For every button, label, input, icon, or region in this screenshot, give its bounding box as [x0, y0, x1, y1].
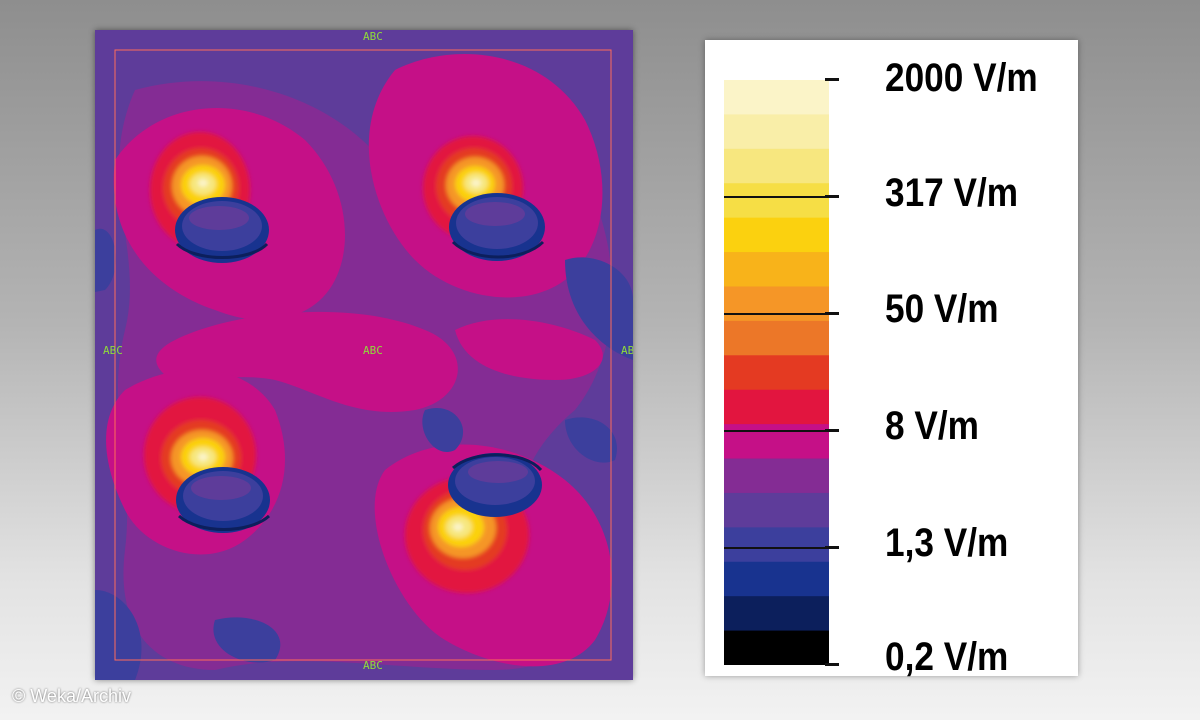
- color-band: [724, 527, 829, 563]
- color-scale-legend: 2000 V/m 317 V/m 50 V/m 8 V/m 1,3 V/m 0,…: [705, 40, 1078, 679]
- photo-credit: © Weka/Archiv: [12, 686, 131, 706]
- color-band: [724, 492, 829, 528]
- scale-tick-0-2: [825, 663, 839, 666]
- color-band: [724, 114, 829, 150]
- field-strength-plot: ABC ABC ABC ABC ABC: [95, 30, 633, 680]
- color-band: [724, 80, 829, 116]
- scale-label-8: 8 V/m: [885, 404, 979, 448]
- scale-tick-50: [825, 312, 839, 315]
- cylinder-top-right: [449, 193, 545, 261]
- color-band: [724, 561, 829, 597]
- scale-tick-2000: [825, 78, 839, 81]
- cylinder-top-left: [175, 197, 269, 263]
- scale-tick-8: [825, 429, 839, 432]
- color-band: [724, 183, 829, 219]
- color-band: [724, 355, 829, 391]
- color-band: [724, 320, 829, 356]
- scale-label-2000: 2000 V/m: [885, 56, 1038, 100]
- scale-label-0-2: 0,2 V/m: [885, 635, 1009, 679]
- marker-label-right: ABC: [621, 344, 633, 357]
- color-band: [724, 596, 829, 632]
- color-band: [724, 458, 829, 494]
- scale-label-50: 50 V/m: [885, 287, 999, 331]
- scale-label-317: 317 V/m: [885, 171, 1019, 215]
- marker-label-bottom: ABC: [363, 659, 383, 672]
- color-band: [724, 630, 829, 665]
- color-band: [724, 389, 829, 425]
- cylinder-bottom-left: [176, 467, 271, 533]
- color-band: [724, 148, 829, 184]
- cylinder-bottom-right: [448, 453, 543, 517]
- scale-tick-317: [825, 195, 839, 198]
- marker-label-center: ABC: [363, 344, 383, 357]
- color-band: [724, 286, 829, 322]
- scale-tick-1-3: [825, 546, 839, 549]
- color-band: [724, 217, 829, 253]
- color-bands: [724, 80, 829, 665]
- color-scale-bar: [724, 80, 829, 665]
- field-heatmap: [95, 30, 633, 680]
- marker-label-left: ABC: [103, 344, 123, 357]
- marker-label-top: ABC: [363, 30, 383, 43]
- scale-label-1-3: 1,3 V/m: [885, 521, 1009, 565]
- color-band: [724, 252, 829, 288]
- color-band: [724, 424, 829, 460]
